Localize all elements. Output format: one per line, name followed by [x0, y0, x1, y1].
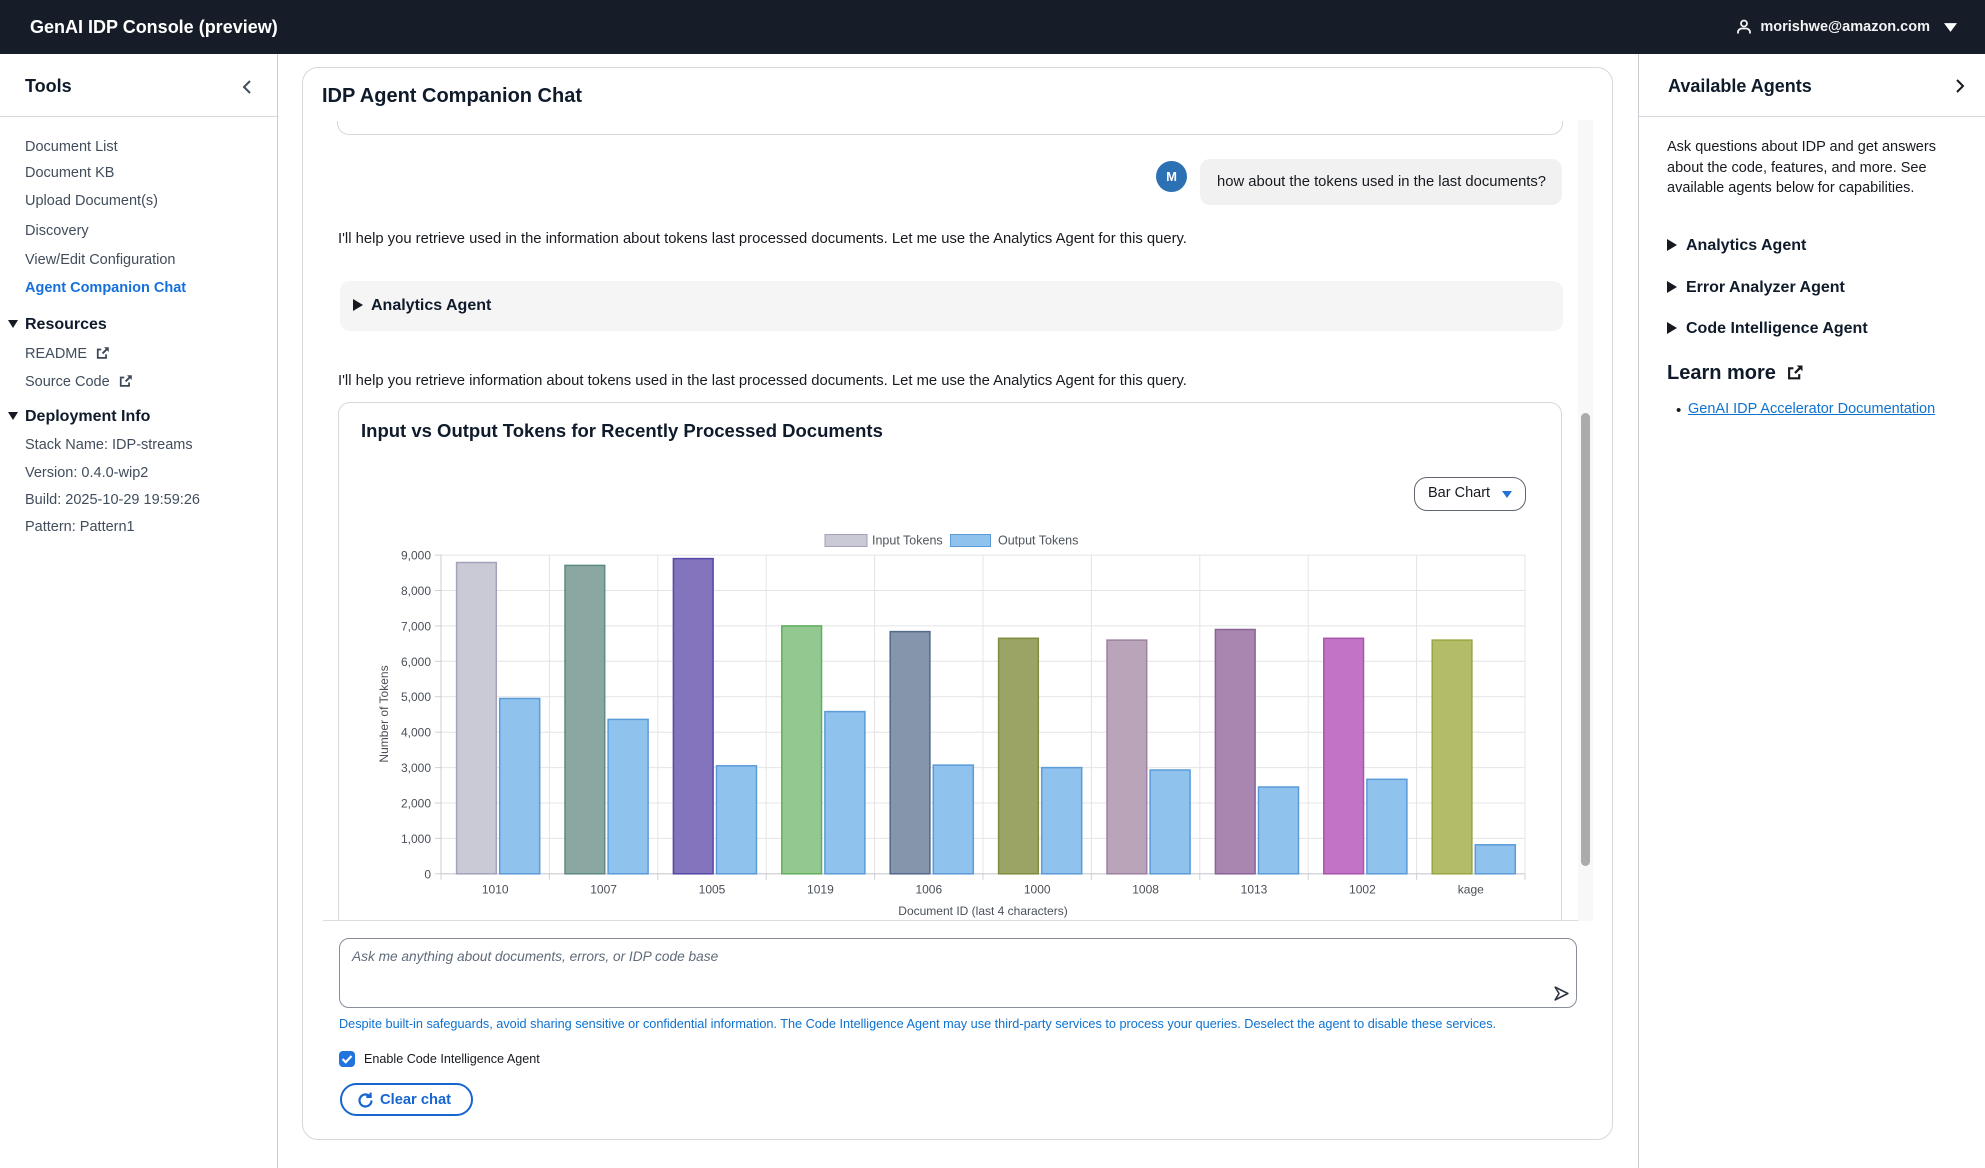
svg-text:1002: 1002 [1349, 883, 1376, 897]
svg-text:2,000: 2,000 [401, 797, 431, 811]
svg-text:kage: kage [1458, 883, 1484, 897]
svg-text:4,000: 4,000 [401, 726, 431, 740]
svg-text:Number of Tokens: Number of Tokens [377, 665, 391, 762]
svg-text:Output Tokens: Output Tokens [998, 534, 1078, 548]
svg-text:1013: 1013 [1241, 883, 1268, 897]
svg-text:1010: 1010 [482, 883, 509, 897]
svg-text:3,000: 3,000 [401, 761, 431, 775]
svg-text:8,000: 8,000 [401, 584, 431, 598]
svg-text:Document ID (last 4 characters: Document ID (last 4 characters) [898, 904, 1067, 918]
svg-text:Input Tokens: Input Tokens [872, 534, 943, 548]
svg-text:1008: 1008 [1132, 883, 1159, 897]
svg-text:1006: 1006 [915, 883, 942, 897]
svg-text:7,000: 7,000 [401, 619, 431, 633]
svg-text:1,000: 1,000 [401, 832, 431, 846]
svg-text:1019: 1019 [807, 883, 834, 897]
svg-text:0: 0 [424, 867, 431, 881]
svg-text:1005: 1005 [699, 883, 726, 897]
svg-text:6,000: 6,000 [401, 655, 431, 669]
svg-text:5,000: 5,000 [401, 690, 431, 704]
svg-text:1007: 1007 [590, 883, 617, 897]
svg-text:9,000: 9,000 [401, 549, 431, 563]
svg-text:1000: 1000 [1024, 883, 1051, 897]
